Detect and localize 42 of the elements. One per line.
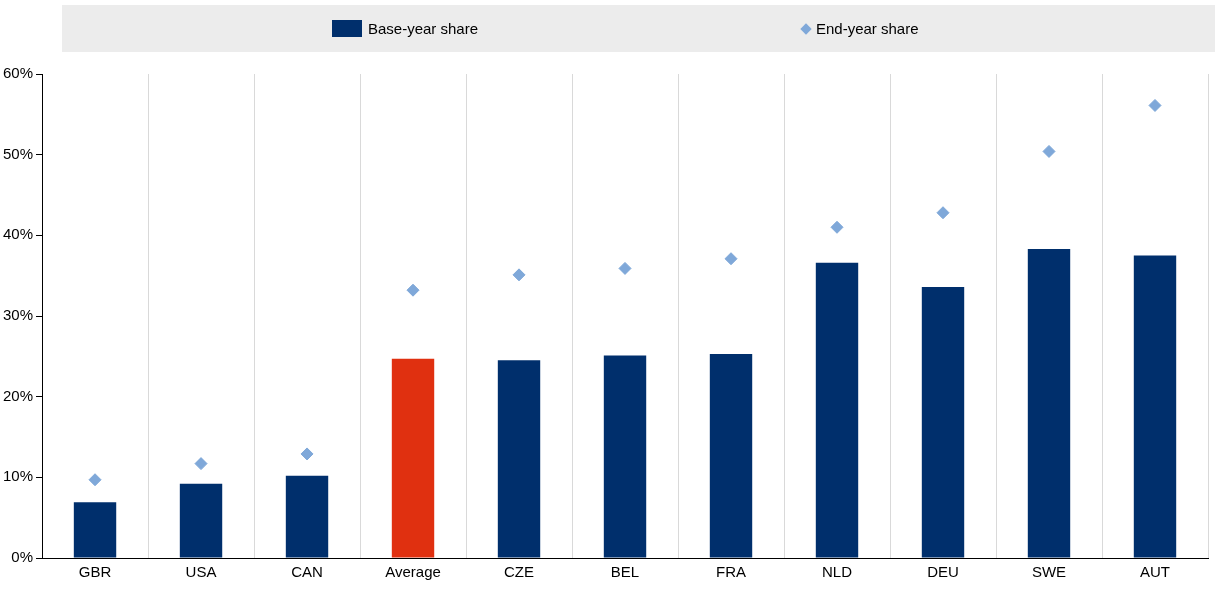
legend-label: Base-year share [368,20,479,37]
y-tick-label: 30% [2,306,34,324]
point [512,268,526,282]
point [1148,98,1162,112]
x-tick-label: CAN [291,563,323,581]
bar [815,262,859,558]
y-tick-label: 0% [11,548,34,566]
y-tick-label: 10% [2,467,34,485]
x-tick-label: SWE [1031,563,1067,581]
y-tick-label: 40% [2,225,34,243]
bar [603,355,647,558]
point [300,447,314,461]
x-tick-label: BEL [610,563,640,581]
point [88,473,102,487]
x-tick-label: AUT [1140,563,1170,581]
point [194,457,208,471]
bar [1027,249,1071,558]
bar [285,475,329,558]
y-tick-label: 60% [2,64,34,82]
y-tick-label: 50% [2,144,34,162]
bar [73,502,117,558]
point [406,283,420,297]
bar [497,360,541,558]
bar [1133,255,1177,558]
x-tick-label: USA [185,563,217,581]
x-tick-label: GBR [78,563,112,581]
x-tick-label: NLD [822,563,853,581]
point [830,220,844,234]
y-tick-label: 20% [2,386,34,404]
legend-label: End-year share [816,20,919,37]
bar [179,483,223,558]
x-tick-label: CZE [504,563,535,581]
x-tick-label: FRA [716,563,747,581]
bar [921,286,965,558]
point [618,261,632,275]
point [724,252,738,266]
bar [391,358,435,558]
bar [709,353,753,558]
point [936,206,950,220]
x-tick-label: Average [385,563,441,581]
point [1042,144,1056,158]
x-tick-label: DEU [927,563,959,581]
